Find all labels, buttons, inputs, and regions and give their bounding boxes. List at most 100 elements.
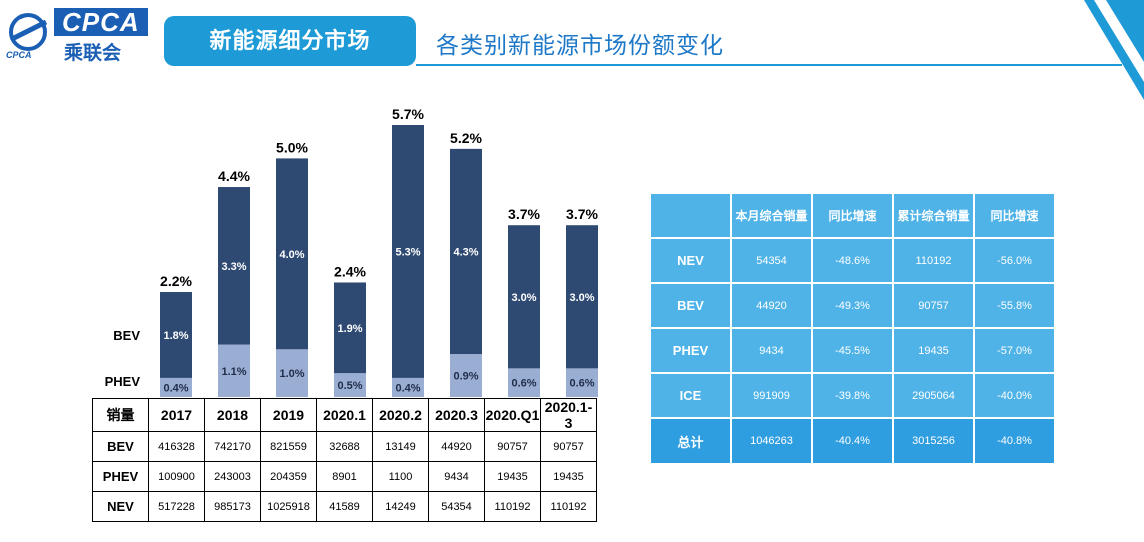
sales-row-phev: PHEV 100900 243003 204359 8901 1100 9434… (92, 461, 597, 492)
nev-cell: -57.0% (975, 329, 1054, 372)
sales-cell: 41589 (316, 491, 373, 522)
data-label-total: 3.7% (566, 206, 598, 222)
bar-bev (392, 125, 424, 378)
data-label-bev: 4.0% (279, 249, 304, 261)
sales-cell: 8901 (316, 461, 373, 492)
sales-col-header: 2020.3 (428, 398, 485, 432)
data-label-bev: 1.9% (337, 323, 362, 335)
nev-row-label: ICE (651, 374, 730, 417)
nev-table-row: BEV 44920 -49.3% 90757 -55.8% (651, 284, 1054, 327)
nev-table-row: PHEV 9434 -45.5% 19435 -57.0% (651, 329, 1054, 372)
nev-cell: 90757 (894, 284, 973, 327)
logo-wordmark: CPCA (54, 8, 148, 36)
bar-phev (566, 368, 598, 397)
nev-cell: 19435 (894, 329, 973, 372)
nev-col-header (651, 194, 730, 237)
sales-cell: 204359 (260, 461, 317, 492)
sales-cell: 416328 (148, 431, 205, 462)
nev-cell: 44920 (732, 284, 811, 327)
nev-cell: -49.3% (813, 284, 892, 327)
nev-col-header: 本月综合销量 (732, 194, 811, 237)
nev-table-total-row: 总计 1046263 -40.4% 3015256 -40.8% (651, 419, 1054, 463)
bar-phev (160, 377, 192, 397)
data-label-total: 5.7% (392, 106, 424, 122)
sales-cell: 90757 (484, 431, 541, 462)
sales-col-header: 2020.1-3 (540, 398, 597, 432)
nev-cell: -55.8% (975, 284, 1054, 327)
data-label-phev: 0.6% (511, 378, 536, 390)
sales-cell: 110192 (484, 491, 541, 522)
bar-phev (276, 349, 308, 397)
nev-cell: -40.8% (975, 419, 1054, 463)
data-label-total: 5.2% (450, 130, 482, 146)
sales-col-header: 2020.Q1 (484, 398, 541, 432)
nev-cell: 54354 (732, 239, 811, 282)
nev-row-label: BEV (651, 284, 730, 327)
nev-cell: 110192 (894, 239, 973, 282)
logo-cn-text: 乘联会 (64, 43, 122, 64)
sales-row-label: BEV (92, 431, 149, 462)
nev-col-header: 累计综合销量 (894, 194, 973, 237)
sales-cell: 13149 (372, 431, 429, 462)
data-label-total: 4.4% (218, 168, 250, 184)
data-label-phev: 0.4% (395, 382, 420, 394)
sales-row-bev: BEV 416328 742170 821559 32688 13149 449… (92, 431, 597, 462)
sales-row-nev: NEV 517228 985173 1025918 41589 14249 54… (92, 491, 597, 522)
bar-phev (450, 354, 482, 397)
bar-phev (392, 377, 424, 397)
sales-table-header: 销量 2017 2018 2019 2020.1 2020.2 2020.3 2… (92, 398, 597, 432)
sales-col-header: 2020.1 (316, 398, 373, 432)
bar-phev (334, 373, 366, 397)
nev-cell: -40.0% (975, 374, 1054, 417)
sales-cell: 32688 (316, 431, 373, 462)
sales-col-header: 2017 (148, 398, 205, 432)
sales-cell: 517228 (148, 491, 205, 522)
nev-cell: -45.5% (813, 329, 892, 372)
section-title: 新能源细分市场 (164, 16, 416, 66)
nev-cell: -40.4% (813, 419, 892, 463)
sales-cell: 110192 (540, 491, 597, 522)
sales-cell: 985173 (204, 491, 261, 522)
sales-cell: 100900 (148, 461, 205, 492)
nev-cell: 3015256 (894, 419, 973, 463)
nev-table-row: NEV 54354 -48.6% 110192 -56.0% (651, 239, 1054, 282)
nev-cell: -48.6% (813, 239, 892, 282)
legend-phev: PHEV (105, 374, 141, 389)
data-label-bev: 5.3% (395, 246, 420, 258)
sales-col-header: 2018 (204, 398, 261, 432)
data-label-bev: 3.0% (569, 292, 594, 304)
data-label-phev: 0.4% (163, 382, 188, 394)
cpca-emblem-icon (9, 13, 48, 51)
data-label-bev: 3.0% (511, 292, 536, 304)
page-title: 各类别新能源市场份额变化 (436, 32, 724, 58)
nev-col-header: 同比增速 (975, 194, 1054, 237)
nev-col-header: 同比增速 (813, 194, 892, 237)
sales-row-label: NEV (92, 491, 149, 522)
sales-cell: 1025918 (260, 491, 317, 522)
nev-summary-table: 本月综合销量 同比增速 累计综合销量 同比增速 NEV 54354 -48.6%… (649, 192, 1056, 465)
nev-cell: -56.0% (975, 239, 1054, 282)
sales-cell: 19435 (484, 461, 541, 492)
header: CPCA 乘联会 CPCA 新能源细分市场 各类别新能源市场份额变化 (0, 0, 1144, 100)
sales-cell: 243003 (204, 461, 261, 492)
data-label-total: 2.4% (334, 263, 366, 279)
sales-cell: 90757 (540, 431, 597, 462)
nev-cell: 2905064 (894, 374, 973, 417)
legend-bev: BEV (113, 328, 140, 343)
data-label-total: 3.7% (508, 206, 540, 222)
sales-col-header: 2020.2 (372, 398, 429, 432)
nev-cell: 991909 (732, 374, 811, 417)
nev-row-label: NEV (651, 239, 730, 282)
corner-decoration (1084, 0, 1144, 100)
data-label-total: 2.2% (160, 273, 192, 289)
sales-cell: 14249 (372, 491, 429, 522)
bar-bev (334, 282, 366, 374)
nev-cell: -39.8% (813, 374, 892, 417)
data-label-phev: 0.6% (569, 378, 594, 390)
bar-phev (218, 344, 250, 397)
nev-row-label: PHEV (651, 329, 730, 372)
data-label-bev: 1.8% (163, 330, 188, 342)
sales-cell: 19435 (540, 461, 597, 492)
sales-row-label: PHEV (92, 461, 149, 492)
bar-bev (450, 148, 482, 355)
